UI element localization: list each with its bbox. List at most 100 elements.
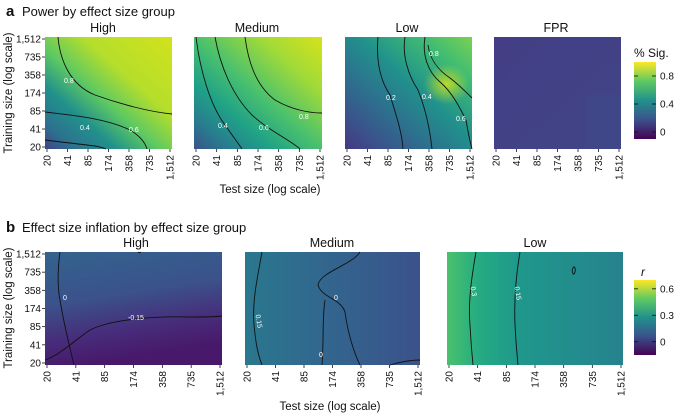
x-tick-label-power: 85: [533, 155, 544, 167]
y-tick-label-inflation: 1,512: [16, 250, 41, 261]
x-axis-label-inflation: Test size (log scale): [280, 401, 381, 413]
contour-label: 0.6: [129, 127, 139, 134]
x-tick-label-power: 1,512: [615, 155, 626, 180]
contour-label: 0.15: [254, 314, 263, 329]
x-tick-label-power: 41: [212, 155, 223, 167]
contour-label: -0.15: [128, 315, 144, 322]
contour-line: [427, 44, 473, 99]
y-tick-label-power: 174: [24, 89, 41, 100]
colorbar-tick-label: 0.3: [660, 311, 674, 322]
colorbar-tick-label: 0.8: [660, 72, 674, 83]
contour-label: 0.6: [259, 125, 269, 132]
heatmap-panel-high-power: High 0.8 0.4 0.6: [44, 21, 173, 150]
contour-line: [57, 36, 173, 115]
x-tick-label-power: 20: [43, 155, 54, 167]
colorbar-tick-label: 0.6: [660, 284, 674, 295]
y-axis-label-power: Training size (log scale): [3, 32, 15, 153]
colorbar-tick-label: 0.4: [660, 100, 674, 111]
x-tick-label-inflation: 41: [473, 371, 484, 383]
x-tick-label-power: 358: [425, 155, 436, 172]
x-tick-label-inflation: 85: [100, 371, 111, 383]
x-tick-label-inflation: 41: [271, 371, 282, 383]
y-tick-label-inflation: 41: [30, 340, 42, 351]
y-tick-label-inflation: 735: [24, 268, 41, 279]
contour-line: [321, 299, 326, 366]
heatmap-panel-low-inflation: Low 0.3 0.15: [447, 236, 623, 366]
x-tick-label-power: 735: [445, 155, 456, 172]
contour-label: 0: [319, 352, 323, 359]
heatmap-surface: [447, 252, 623, 365]
contour-label: 0.8: [299, 114, 309, 121]
x-tick-label-power: 41: [363, 155, 374, 167]
colorbar-inflation: r 0 0.3 0.6: [634, 265, 674, 355]
x-tick-label-inflation: 735: [187, 371, 198, 388]
x-tick-label-power: 1,512: [166, 155, 177, 180]
inflation-heatmap-row: High 0 -0.15 Medium 0.15 0 0 Low: [44, 236, 623, 366]
contour-label: 0.8: [429, 51, 439, 58]
colorbar-gradient: [634, 62, 656, 139]
x-tick-label-inflation: 1,512: [414, 371, 425, 396]
x-tick-label-inflation: 1,512: [216, 371, 227, 396]
x-tick-label-inflation: 1,512: [617, 371, 628, 396]
colorbar-tick-label: 0: [660, 128, 666, 139]
y-tick-label-inflation: 174: [24, 304, 41, 315]
contour-line: [44, 111, 148, 150]
y-tick-label-power: 1,512: [16, 35, 41, 46]
power-heatmap-row: High 0.8 0.4 0.6 Medium 0.8 0.6 0.4 Low: [44, 21, 621, 150]
heatmap-patch: [585, 95, 621, 149]
heatmap-surface: [245, 252, 420, 365]
x-tick-label-power: 735: [145, 155, 156, 172]
x-tick-label-power: 174: [553, 155, 564, 172]
x-tick-label-inflation: 41: [71, 371, 82, 383]
contour-line: [469, 251, 477, 366]
heatmap-surface: [45, 37, 172, 149]
heatmap-panel-high-inflation: High 0 -0.15: [44, 236, 223, 366]
x-tick-label-power: 174: [104, 155, 115, 172]
x-tick-label-power: 85: [384, 155, 395, 167]
colorbar-gradient: [634, 280, 656, 355]
heatmap-panel-medium-inflation: Medium 0.15 0 0: [245, 236, 421, 366]
contour-line: [214, 36, 301, 150]
x-tick-label-inflation: 20: [445, 371, 456, 383]
x-axis-label-power: Test size (log scale): [220, 184, 321, 196]
y-axis-label-inflation: Training size (log scale): [3, 247, 15, 368]
x-tick-label-inflation: 20: [43, 371, 54, 383]
contour-line: [571, 266, 576, 275]
contour-line: [244, 36, 323, 114]
x-tick-label-power: 174: [404, 155, 415, 172]
y-tick-label-inflation: 358: [24, 286, 41, 297]
heatmap-panel-low-power: Low 0.2 0.4 0.6 0.8: [345, 21, 473, 150]
x-tick-label-power: 735: [295, 155, 306, 172]
contour-line: [44, 315, 223, 361]
panel-title: High: [123, 236, 149, 250]
heatmap-panel-fpr: FPR: [494, 21, 621, 149]
contour-label: 0: [63, 295, 67, 302]
contour-label: 0.4: [218, 123, 228, 130]
x-tick-label-power: 1,512: [316, 155, 327, 180]
x-tick-label-inflation: 174: [328, 371, 339, 388]
contour-label: 0.2: [386, 95, 396, 102]
x-tick-label-inflation: 735: [385, 371, 396, 388]
section-b-letter: b: [6, 219, 15, 236]
y-tick-label-inflation: 85: [30, 322, 42, 333]
panel-title: FPR: [544, 21, 569, 35]
colorbar-title: % Sig.: [634, 46, 669, 60]
colorbar-title: r: [641, 265, 646, 279]
heatmap-highlight: [345, 37, 472, 149]
heatmap-surface: [194, 37, 322, 149]
x-tick-label-power: 20: [492, 155, 503, 167]
contour-line: [377, 36, 404, 150]
colorbar-tick-label: 0: [660, 337, 666, 348]
y-tick-label-power: 735: [24, 53, 41, 64]
section-a-letter: a: [6, 3, 15, 20]
contour-line: [195, 36, 243, 150]
contour-label: 0.15: [513, 286, 522, 301]
heatmap-panel-medium-power: Medium 0.8 0.6 0.4: [194, 21, 323, 150]
panel-title: Medium: [310, 236, 354, 250]
y-tick-label-power: 358: [24, 71, 41, 82]
contour-line: [44, 139, 107, 150]
x-tick-label-power: 735: [594, 155, 605, 172]
y-tick-label-power: 41: [30, 125, 42, 136]
heatmap-surface: [45, 252, 222, 365]
